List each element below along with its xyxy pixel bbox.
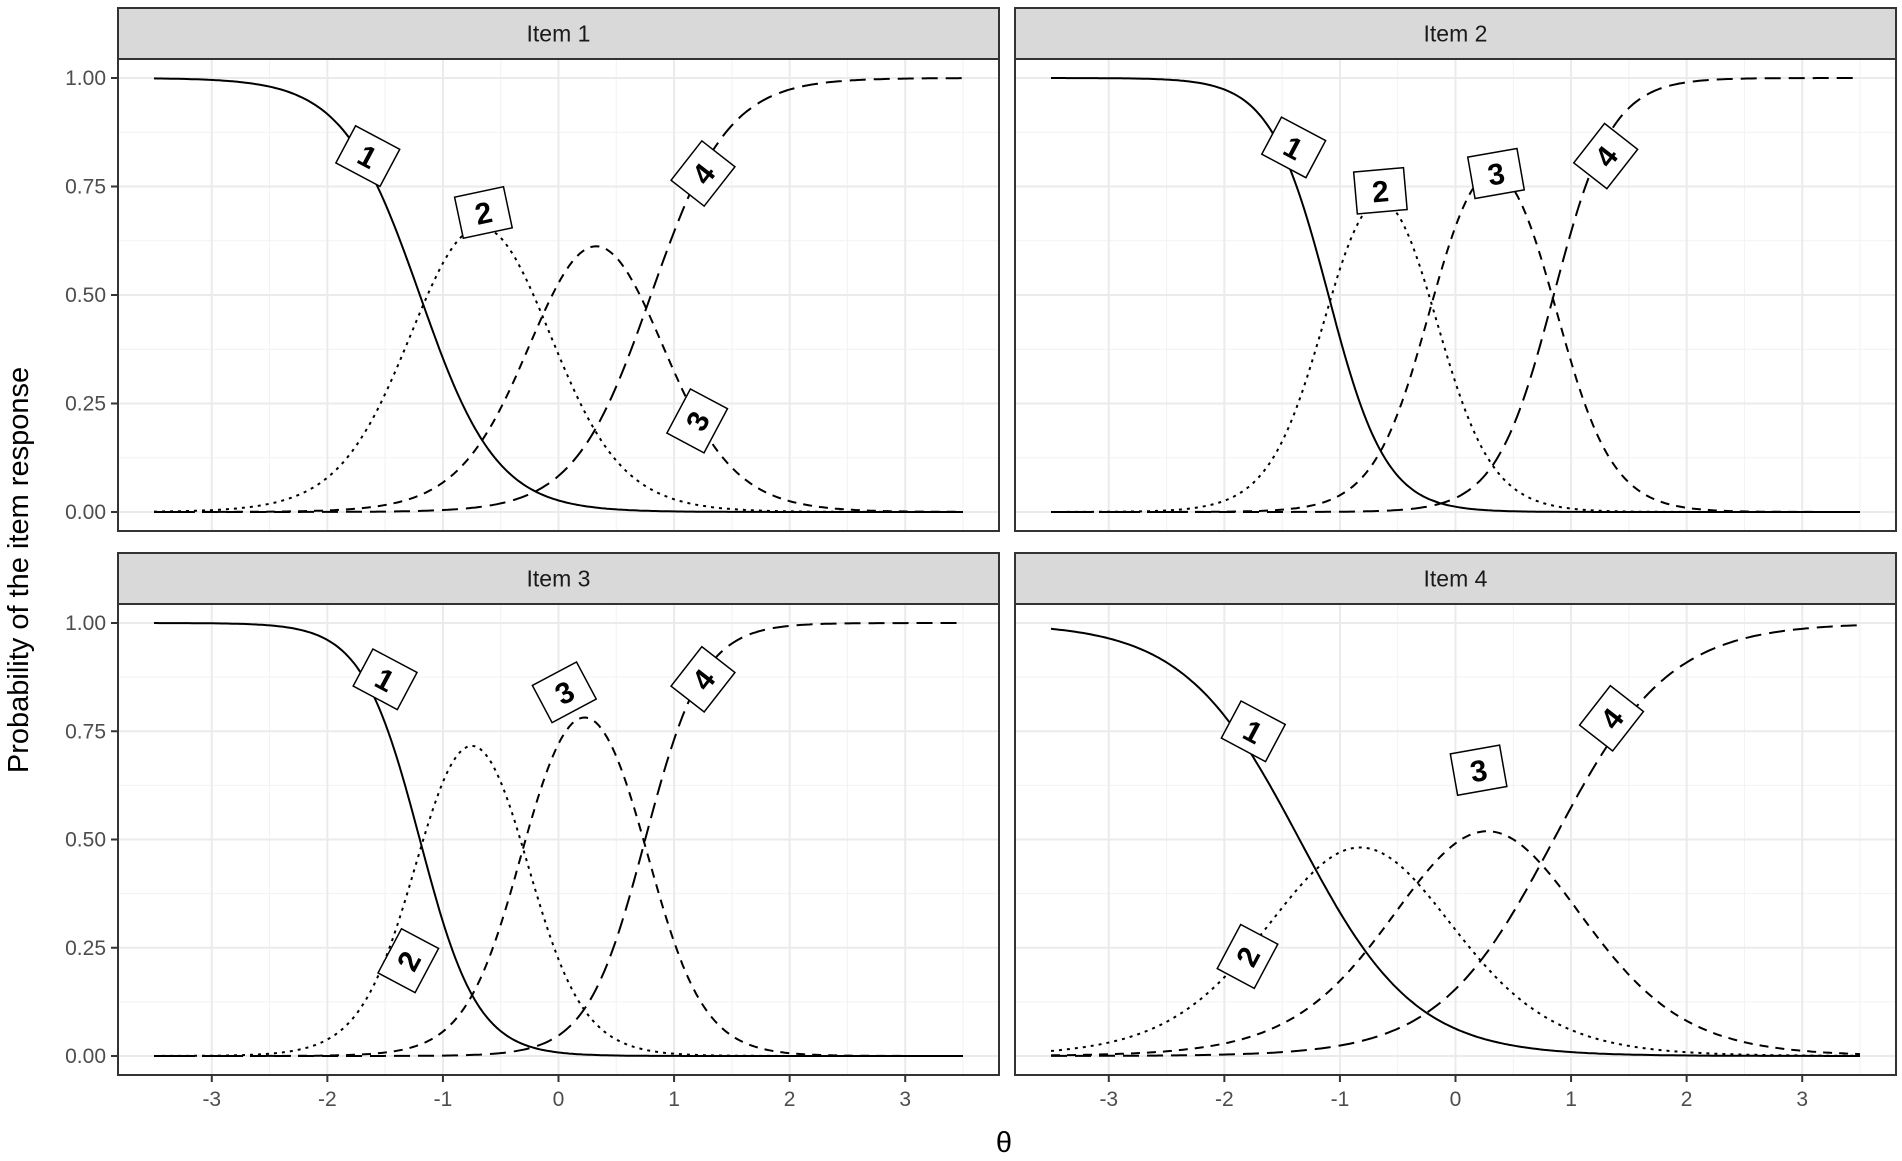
curve-category-4 xyxy=(1051,77,1860,513)
curve-label-box xyxy=(1220,700,1287,763)
curve-label-3: 3 xyxy=(531,661,598,724)
curve-label-box xyxy=(1216,923,1279,990)
curve-label-1: 1 xyxy=(1260,116,1327,179)
panel-item-3: 1 2 3 4 Item 3 0.00 0.25 0.50 0.75 1.00 -3 -2 -1 0 1 2 3 xyxy=(65,552,1000,1111)
curve-label-box xyxy=(1572,122,1639,190)
curve-label-2: 2 xyxy=(377,927,440,994)
x-tick-label: 3 xyxy=(899,1088,911,1111)
curve-category-4 xyxy=(1051,624,1861,1057)
facet-strip-label: Item 2 xyxy=(1424,21,1488,47)
curve-label-box xyxy=(531,661,598,724)
curve-category-2 xyxy=(154,225,963,513)
facet-strip-label: Item 3 xyxy=(527,566,591,592)
curve-label-text: 3 xyxy=(1485,157,1507,192)
curve-label-4: 4 xyxy=(1578,684,1645,752)
curve-label-box xyxy=(377,927,440,994)
x-tick-label: 3 xyxy=(1796,1088,1808,1111)
curve-label-box xyxy=(1466,147,1526,200)
x-tick-label: 1 xyxy=(668,1088,680,1111)
x-tick-label: 0 xyxy=(553,1088,565,1111)
curve-label-text: 2 xyxy=(472,196,495,232)
facet-strip xyxy=(1014,552,1897,605)
curve-label-box xyxy=(1449,744,1508,797)
curve-label-box xyxy=(1578,684,1645,752)
curve-label-4: 4 xyxy=(670,645,736,713)
curve-label-3: 3 xyxy=(1466,147,1526,200)
curve-category-4 xyxy=(154,77,963,513)
y-tick-label: 0.75 xyxy=(65,720,106,743)
x-tick-label: -2 xyxy=(318,1088,337,1111)
curve-label-1: 1 xyxy=(334,124,401,188)
curve-label-box xyxy=(665,387,729,454)
curve-category-4 xyxy=(154,622,963,1057)
y-axis-title: Probability of the item response xyxy=(3,367,35,773)
curve-label-4: 4 xyxy=(670,139,736,208)
curve-label-box xyxy=(453,185,514,240)
x-tick-label: 2 xyxy=(1681,1088,1693,1111)
curve-label-box xyxy=(670,139,736,208)
curve-label-3: 3 xyxy=(665,387,729,454)
curve-category-3 xyxy=(1050,830,1861,1057)
curve-label-text: 3 xyxy=(1468,754,1490,789)
x-tick-label: 0 xyxy=(1450,1088,1462,1111)
curve-label-box xyxy=(1260,116,1327,179)
x-tick-label: 1 xyxy=(1565,1088,1577,1111)
x-tick-label: -3 xyxy=(202,1088,221,1111)
curve-label-1: 1 xyxy=(352,648,419,711)
facet-strip xyxy=(1014,7,1897,60)
curve-category-1 xyxy=(153,77,963,513)
curve-label-box xyxy=(352,648,419,711)
x-tick-label: -3 xyxy=(1099,1088,1118,1111)
facet-strip-label: Item 4 xyxy=(1424,566,1488,592)
y-tick-label: 1.00 xyxy=(65,67,106,90)
curve-label-1: 1 xyxy=(1220,700,1287,763)
curve-label-box xyxy=(334,124,401,188)
facet-strip-label: Item 1 xyxy=(527,21,591,47)
y-tick-label: 0.00 xyxy=(65,1045,106,1068)
x-axis-title: θ xyxy=(996,1127,1012,1159)
y-tick-label: 0.50 xyxy=(65,829,106,852)
curve-category-1 xyxy=(1050,627,1860,1057)
x-tick-label: 2 xyxy=(784,1088,796,1111)
panel-item-4: 1 2 3 4 Item 4 -3 -2 -1 0 1 2 3 xyxy=(1014,552,1897,1111)
y-tick-label: 0.00 xyxy=(65,501,106,524)
panel-item-1: 1 2 3 4 Item 1 0.00 0.25 0.50 0.75 1.00 xyxy=(65,7,1000,532)
y-tick-label: 0.50 xyxy=(65,284,106,307)
curve-label-text: 2 xyxy=(1371,175,1391,209)
curve-label-box xyxy=(670,645,736,713)
curve-label-2: 2 xyxy=(1216,923,1279,990)
curve-category-2 xyxy=(1050,846,1860,1057)
y-tick-label: 0.25 xyxy=(65,937,106,960)
x-tick-label: -2 xyxy=(1215,1088,1234,1111)
facet-strip xyxy=(117,552,1000,605)
y-tick-label: 1.00 xyxy=(65,612,106,635)
x-tick-label: -1 xyxy=(1331,1088,1350,1111)
x-tick-label: -1 xyxy=(434,1088,453,1111)
curve-category-2 xyxy=(154,744,963,1057)
panel-item-2: 1 2 3 4 Item 2 xyxy=(1014,7,1897,532)
curve-category-1 xyxy=(1051,77,1860,513)
y-tick-label: 0.25 xyxy=(65,393,106,416)
curve-label-box xyxy=(1352,166,1408,215)
facet-strip xyxy=(117,7,1000,60)
curve-label-4: 4 xyxy=(1572,122,1639,190)
curve-label-3: 3 xyxy=(1449,744,1508,797)
y-tick-label: 0.75 xyxy=(65,176,106,199)
curve-label-2: 2 xyxy=(453,185,514,240)
curve-label-2: 2 xyxy=(1352,166,1408,215)
